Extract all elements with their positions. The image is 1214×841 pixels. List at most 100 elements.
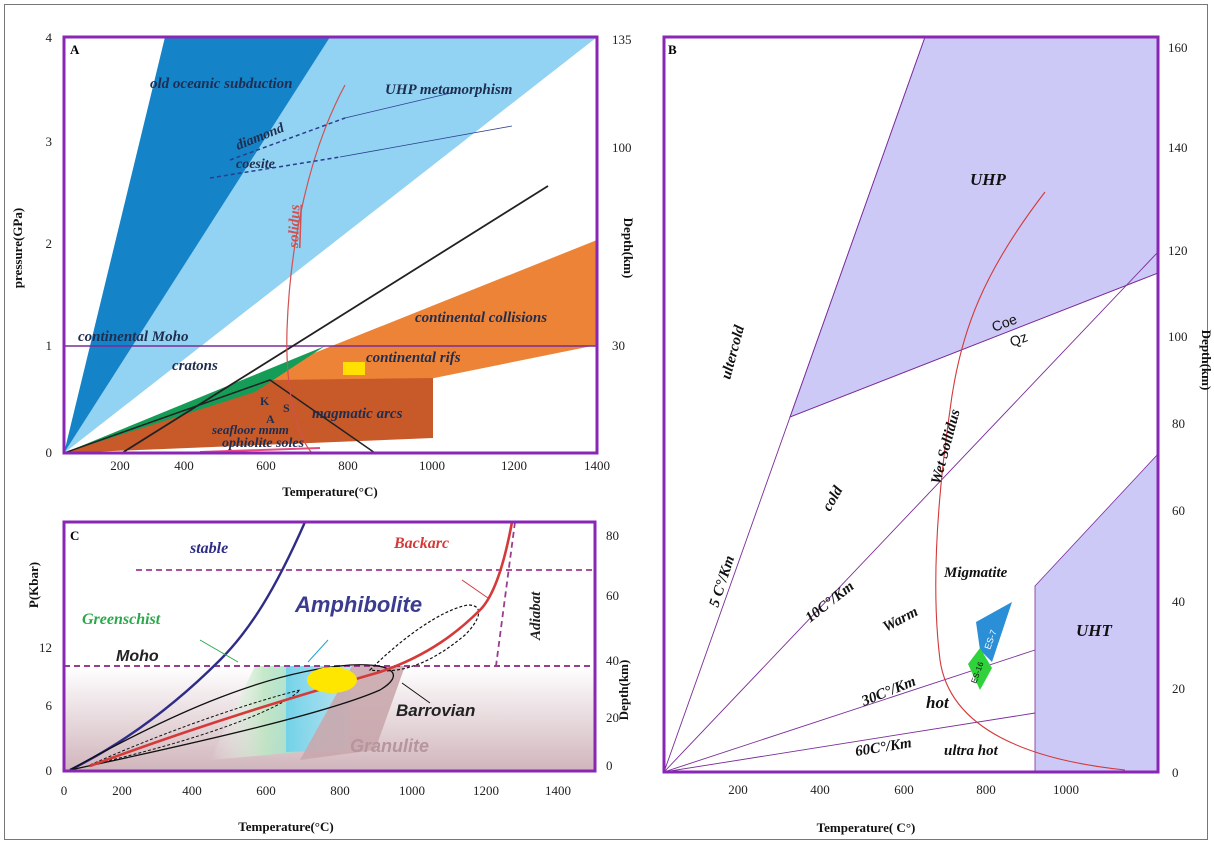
panel-a-xlabel: Temperature(°C) xyxy=(282,484,377,499)
tick: 100 xyxy=(1168,329,1188,344)
panel-c-y2label: Depth(km) xyxy=(616,660,631,721)
tick: 0 xyxy=(46,445,53,460)
craton-region xyxy=(64,346,325,453)
rift-marker xyxy=(343,362,365,375)
tick: 1400 xyxy=(545,783,571,798)
label-amphibolite: Amphibolite xyxy=(294,592,422,617)
backarc-geotherm xyxy=(89,522,514,768)
tick: 3 xyxy=(46,134,53,149)
label-geotherm-5: 5 C°/Km xyxy=(707,554,739,609)
panel-a-y-ticks: 0 1 2 3 4 xyxy=(46,30,53,460)
panel-b: B 200 400 600 800 1000 0 20 40 60 80 100… xyxy=(662,35,1214,835)
panel-c-frame xyxy=(62,520,597,773)
label-old-subduction: old oceanic subduction xyxy=(150,76,293,92)
tick: 40 xyxy=(606,653,619,668)
tick: 600 xyxy=(256,458,276,473)
label-solidus: solidus xyxy=(286,204,304,249)
label-collisions: continental collisions xyxy=(415,310,547,326)
sample-ellipse xyxy=(307,667,357,693)
label-s: S xyxy=(283,401,290,415)
panel-c-y2-ticks: 0 20 40 60 80 xyxy=(606,528,619,773)
label-migmatite: Migmatite xyxy=(943,565,1008,581)
wet-solidus-curve xyxy=(935,191,1126,771)
tick: 100 xyxy=(612,140,632,155)
label-adiabat: Adiabat xyxy=(528,591,544,641)
tick: 60 xyxy=(606,588,619,603)
tick: 40 xyxy=(1172,594,1185,609)
ophiolite-line xyxy=(199,447,321,453)
tick: 120 xyxy=(1168,243,1188,258)
tick: 1000 xyxy=(1053,782,1079,797)
tick: 200 xyxy=(112,783,132,798)
label-geotherm-60: 60C°/Km xyxy=(854,735,913,760)
tick: 1200 xyxy=(473,783,499,798)
tick: 2 xyxy=(46,236,53,251)
tick: 0 xyxy=(606,758,613,773)
panel-c-x-ticks: 0 200 400 600 800 1000 1200 1400 xyxy=(61,783,571,798)
panel-a-y2label: Depth(km) xyxy=(621,218,636,279)
label-greenschist: Greenschist xyxy=(82,611,161,628)
granulite-field xyxy=(300,666,405,760)
panel-a-y2-ticks: 30 100 135 xyxy=(612,32,632,353)
tick: 200 xyxy=(110,458,130,473)
label-k: K xyxy=(260,394,270,408)
tick: 80 xyxy=(1172,416,1185,431)
tick: 400 xyxy=(810,782,830,797)
tick: 20 xyxy=(1172,681,1185,696)
tick: 800 xyxy=(330,783,350,798)
label-uhp: UHP metamorphism xyxy=(385,82,512,98)
tick: 160 xyxy=(1168,40,1188,55)
uht-field xyxy=(1034,453,1158,772)
barrovian-pointer xyxy=(401,682,431,704)
tick: 4 xyxy=(46,30,53,45)
tick: 200 xyxy=(728,782,748,797)
panel-c-letter: C xyxy=(70,528,79,543)
es7-sample xyxy=(976,602,1012,662)
label-arcs: magmatic arcs xyxy=(312,406,403,422)
coesite-line xyxy=(209,156,341,179)
geotherm-10 xyxy=(664,251,1158,772)
panel-b-ylabel: Depth(km) xyxy=(1199,330,1214,391)
geotherm-line-1 xyxy=(121,185,549,453)
stable-geotherm xyxy=(69,522,307,771)
tick: 0 xyxy=(46,763,53,778)
label-backarc: Backarc xyxy=(393,535,449,552)
label-warm: Warm xyxy=(880,604,920,636)
panel-a-x-ticks: 200 400 600 800 1000 1200 1400 xyxy=(110,458,610,473)
tick: 20 xyxy=(606,710,619,725)
panel-a-frame xyxy=(62,35,599,455)
label-hot: hot xyxy=(926,693,950,712)
panel-c-ylabel: P(Kbar) xyxy=(26,562,41,608)
uhp-region-fill xyxy=(64,37,597,453)
geotherm-60 xyxy=(664,712,1036,772)
panel-a-letter: A xyxy=(70,42,80,57)
tick: 1400 xyxy=(584,458,610,473)
geotherm-5 xyxy=(664,37,926,772)
tick: 135 xyxy=(612,32,632,47)
uhp-field xyxy=(789,37,1158,418)
greenschist-pointer xyxy=(199,639,239,663)
solidus-curve xyxy=(286,84,346,453)
panel-b-letter: B xyxy=(668,42,677,57)
panel-b-x-ticks: 200 400 600 800 1000 xyxy=(728,782,1079,797)
label-rifts: continental rifs xyxy=(366,350,461,366)
panel-b-frame xyxy=(662,35,1160,774)
label-moho: continental Moho xyxy=(78,329,188,345)
arc-region xyxy=(64,378,433,453)
geotherm-line-2 xyxy=(64,379,376,453)
label-uht: UHT xyxy=(1076,621,1113,640)
adiabat-line xyxy=(495,522,516,667)
label-geotherm-10: 10C°/Km xyxy=(803,579,858,627)
label-ultra-hot: ultra hot xyxy=(944,743,999,759)
label-ophiolite: ophiolite soles xyxy=(222,436,305,451)
label-seafloor: seafloor mmm xyxy=(211,422,289,437)
panel-a: A 200 400 600 800 1000 1200 1400 0 1 2 3… xyxy=(10,30,636,499)
tick: 400 xyxy=(182,783,202,798)
tick: 600 xyxy=(256,783,276,798)
subduction-region xyxy=(64,37,330,453)
panel-a-ylabel: pressure(GPa) xyxy=(10,208,25,288)
tick: 12 xyxy=(39,640,52,655)
label-a: A xyxy=(266,412,275,426)
label-ultercold: ultercold xyxy=(718,323,748,381)
